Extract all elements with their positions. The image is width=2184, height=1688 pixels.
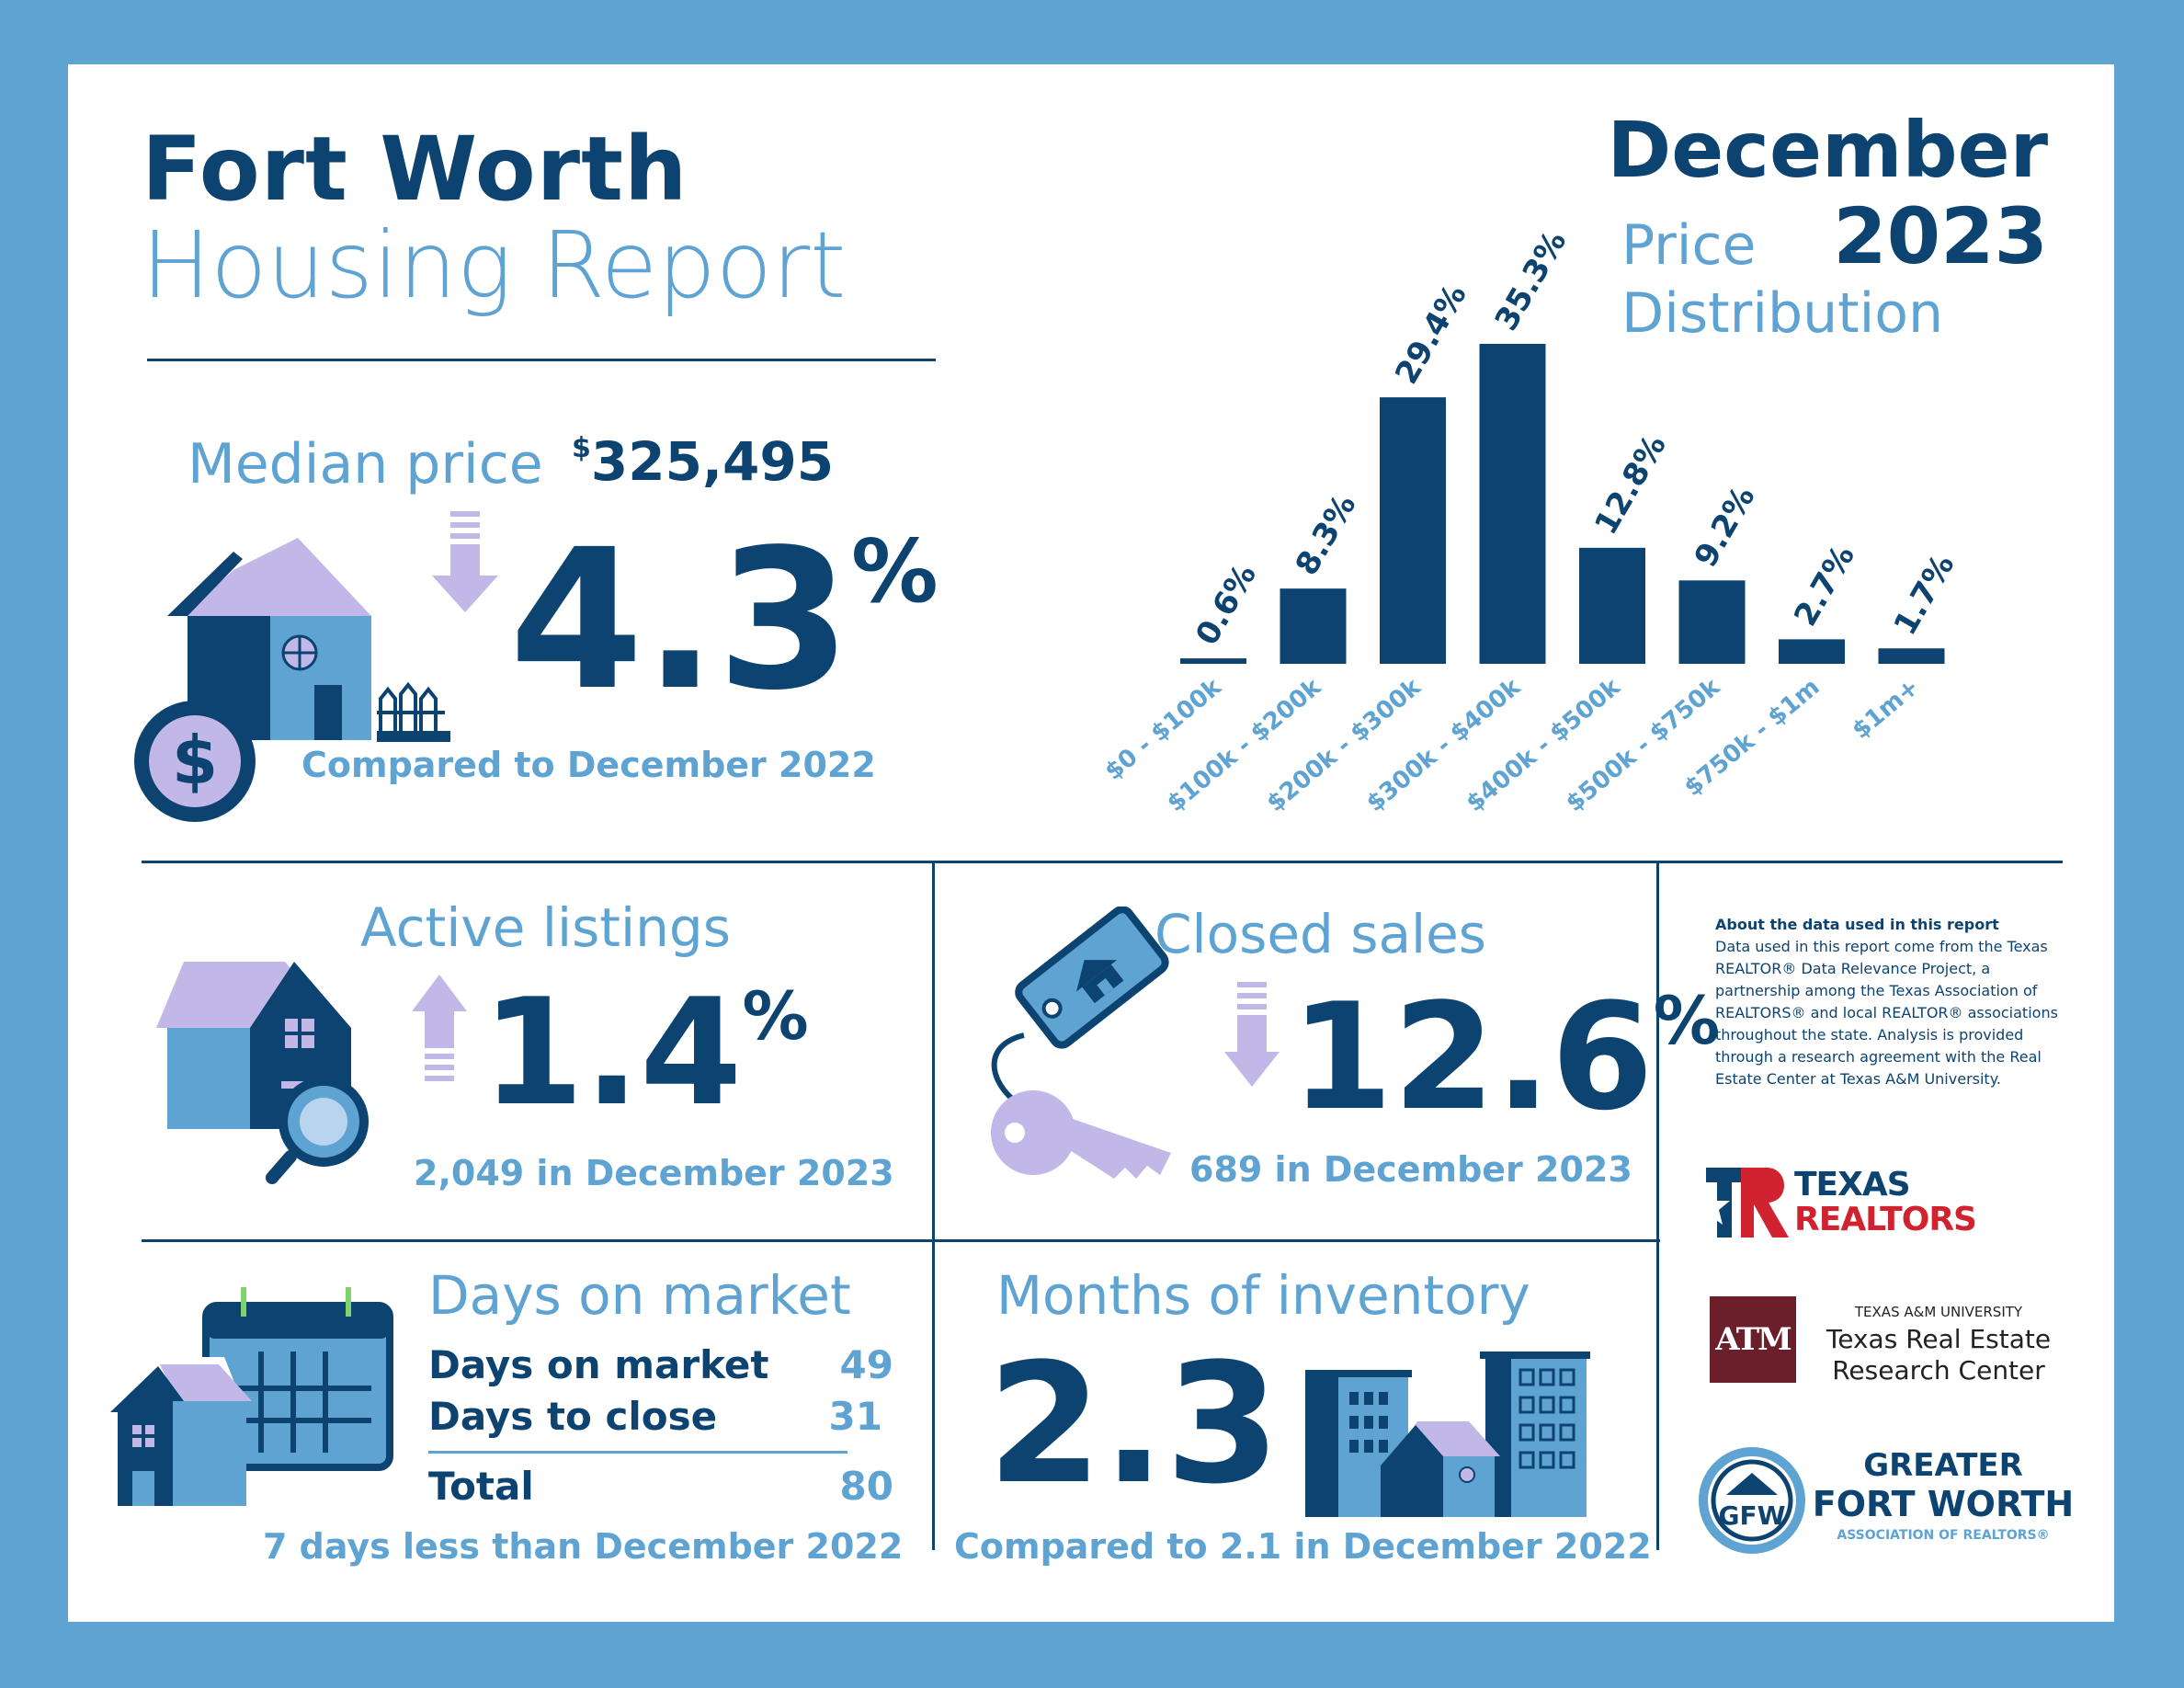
- bar-value-label-3: 35.3%: [1488, 224, 1575, 336]
- texas-realtors-mark-icon: [1704, 1168, 1789, 1237]
- bar-4: [1579, 547, 1645, 664]
- chart-title-line1: Price: [1621, 213, 1757, 278]
- texas-realtors-line1: TEXAS: [1794, 1166, 1911, 1203]
- dom-row-value-2: 31: [828, 1394, 882, 1439]
- report-year: 2023: [1833, 191, 2048, 281]
- days-on-market-title: Days on market: [428, 1264, 851, 1327]
- median-change-value: 4.3: [509, 508, 852, 733]
- gfw-line2: FORT WORTH: [1812, 1484, 2075, 1524]
- closed-change-pct: %: [1653, 981, 1720, 1059]
- tamu-line2: Texas Real Estate: [1826, 1324, 2052, 1354]
- report-subtitle: Housing Report: [142, 211, 847, 319]
- median-currency: $: [572, 432, 591, 464]
- section-divider-top: [142, 861, 2063, 863]
- closed-change: 12.6%: [1291, 984, 1720, 1131]
- category-label-7: $1m+: [1848, 673, 1925, 745]
- bar-value-label-2: 29.4%: [1388, 279, 1474, 391]
- house-search-icon: [156, 962, 369, 1184]
- column-divider-1: [932, 862, 935, 1550]
- title-divider: [147, 359, 936, 361]
- about-heading: About the data used in this report: [1715, 916, 1999, 933]
- bar-3: [1479, 344, 1546, 664]
- active-change: 1.4%: [482, 979, 809, 1126]
- closed-detail: 689 in December 2023: [1189, 1149, 1632, 1190]
- median-comparison: Compared to December 2022: [301, 745, 876, 785]
- median-price-label: Median price: [188, 432, 543, 496]
- closed-change-value: 12.6: [1291, 971, 1654, 1143]
- column-divider-2: [1656, 862, 1659, 1550]
- tamu-line3: Research Center: [1832, 1355, 2045, 1386]
- median-amount: 325,495: [590, 430, 835, 493]
- bar-2: [1380, 397, 1446, 664]
- active-detail: 2,049 in December 2023: [414, 1153, 894, 1193]
- active-change-pct: %: [742, 976, 809, 1055]
- median-change-pct: %: [851, 520, 938, 622]
- section-divider-middle: [142, 1239, 1660, 1242]
- median-change: 4.3%: [509, 524, 938, 717]
- about-body: Data used in this report come from the T…: [1715, 938, 2058, 1088]
- gfw-line1: GREATER: [1863, 1447, 2023, 1484]
- greater-fort-worth-logo[interactable]: GFW GREATER FORT WORTH ASSOCIATION OF RE…: [1695, 1443, 2081, 1563]
- bar-value-label-0: 0.6%: [1189, 558, 1264, 652]
- inventory-footnote: Compared to 2.1 in December 2022: [954, 1526, 1652, 1567]
- report-month: December: [1607, 105, 2048, 195]
- texas-am-logo[interactable]: ATM TEXAS A&M UNIVERSITY Texas Real Esta…: [1710, 1296, 2077, 1388]
- buildings-icon: [1305, 1352, 1590, 1517]
- gfw-line3: ASSOCIATION OF REALTORS®: [1837, 1528, 2050, 1543]
- bar-value-label-7: 1.7%: [1887, 548, 1962, 642]
- months-inventory-title: Months of inventory: [996, 1264, 1530, 1327]
- closed-down-arrow-icon: [1224, 982, 1280, 1087]
- key-tag-icon: [991, 907, 1171, 1179]
- dom-footnote: 7 days less than December 2022: [263, 1526, 904, 1567]
- bar-value-label-5: 9.2%: [1688, 480, 1763, 574]
- texas-realtors-line2: REALTORS: [1794, 1201, 1977, 1238]
- chart-title-line2: Distribution: [1621, 281, 1944, 346]
- dom-total-rule: [428, 1451, 847, 1454]
- report-card: Fort Worth Housing Report December 2023 …: [68, 64, 2114, 1622]
- dom-total-value: 80: [839, 1464, 893, 1509]
- svg-text:$: $: [172, 722, 218, 799]
- median-price-value: $325,495: [572, 430, 834, 493]
- bar-0: [1180, 658, 1246, 664]
- active-up-arrow-icon: [412, 975, 467, 1081]
- tamu-mark: ATM: [1710, 1296, 1796, 1383]
- calendar-house-icon: [110, 1287, 393, 1506]
- report-period: December 2023: [1607, 107, 2048, 279]
- dom-row-value-1: 49: [839, 1342, 893, 1387]
- closed-sales-title: Closed sales: [1155, 903, 1487, 965]
- months-inventory-value: 2.3: [987, 1329, 1280, 1521]
- dom-row-label-1: Days on market: [428, 1342, 769, 1387]
- active-change-value: 1.4: [482, 966, 743, 1138]
- bar-7: [1878, 648, 1945, 664]
- gfw-mark: GFW: [1719, 1500, 1786, 1531]
- active-listings-title: Active listings: [360, 896, 731, 959]
- gfw-emblem-icon: GFW: [1699, 1447, 1805, 1554]
- bar-value-label-1: 8.3%: [1289, 488, 1364, 582]
- dom-row-label-2: Days to close: [428, 1394, 718, 1439]
- bar-value-label-6: 2.7%: [1787, 539, 1862, 633]
- report-city-title: Fort Worth: [142, 118, 688, 221]
- dom-total-label: Total: [428, 1464, 534, 1509]
- chart-title: Price Distribution: [1621, 211, 1943, 348]
- bar-value-label-4: 12.8%: [1587, 428, 1674, 541]
- house-money-icon: $: [134, 538, 450, 822]
- median-down-arrow-icon: [432, 511, 498, 612]
- tamu-line1: TEXAS A&M UNIVERSITY: [1854, 1304, 2023, 1320]
- bar-6: [1779, 639, 1845, 664]
- texas-realtors-logo[interactable]: TEXAS REALTORS: [1704, 1164, 1980, 1247]
- bar-1: [1280, 588, 1347, 664]
- bar-5: [1678, 580, 1746, 664]
